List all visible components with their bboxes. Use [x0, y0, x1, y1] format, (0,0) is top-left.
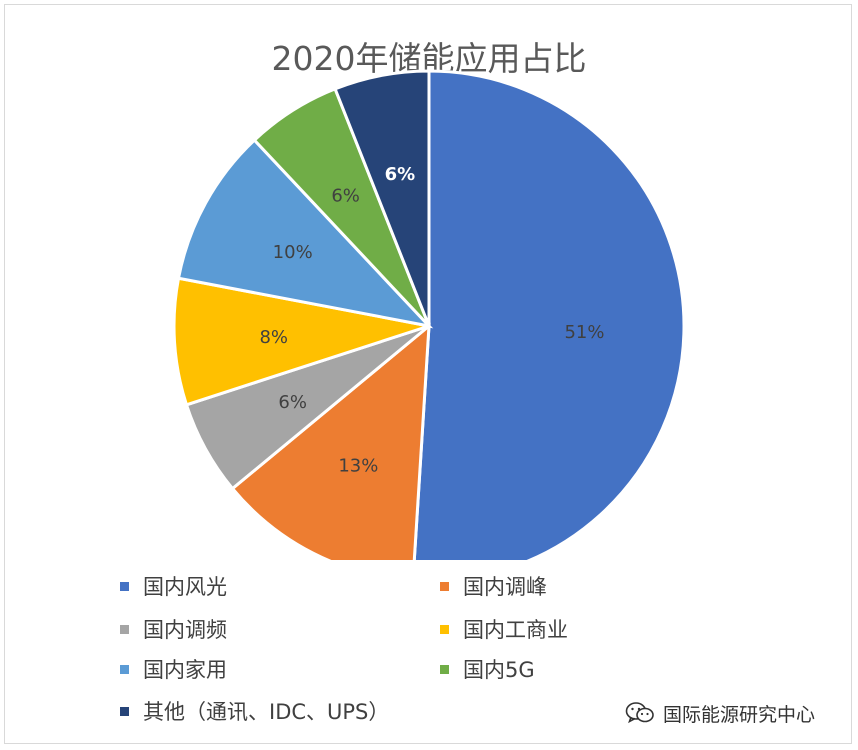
data-label-household: 10%: [273, 242, 313, 263]
legend-swatch: [440, 664, 449, 674]
wechat-icon: [625, 702, 654, 724]
pie-chart: 51% 13% 6% 8% 10% 6% 6%: [172, 69, 686, 560]
legend-swatch: [440, 624, 449, 634]
legend-swatch: [120, 706, 129, 716]
data-label-commercial-industrial: 8%: [259, 327, 288, 348]
data-label-frequency-regulation: 6%: [278, 392, 307, 413]
data-label-5g: 6%: [331, 186, 360, 207]
legend-label: 国内工商业: [463, 618, 568, 642]
pie-slice-wind-solar: [412, 69, 686, 560]
legend-label: 国内风光: [143, 575, 227, 599]
legend-item-household: 国内家用: [120, 656, 227, 682]
legend-swatch: [440, 581, 449, 591]
pie-slice-peak-shaving: [230, 322, 431, 560]
data-label-peak-shaving: 13%: [338, 456, 378, 477]
legend-swatch: [120, 624, 129, 634]
legend-swatch: [120, 664, 129, 674]
legend-swatch: [120, 581, 129, 591]
data-label-other: 6%: [385, 164, 416, 185]
legend-item-frequency-regulation: 国内调频: [120, 616, 227, 642]
pie-slice-household: [176, 137, 434, 329]
legend-label: 国内5G: [463, 658, 535, 682]
legend-item-peak-shaving: 国内调峰: [440, 573, 547, 599]
pie-slice-commercial-industrial: [172, 276, 430, 407]
legend-label: 国内家用: [143, 658, 227, 682]
legend-label: 其他（通讯、IDC、UPS）: [143, 700, 390, 724]
legend-item-commercial-industrial: 国内工商业: [440, 616, 568, 642]
data-label-wind-solar: 51%: [564, 322, 604, 343]
legend-label: 国内调频: [143, 618, 227, 642]
watermark: 国际能源研究中心: [625, 698, 815, 728]
legend-item-wind-solar: 国内风光: [120, 573, 227, 599]
pie-slice-other: [333, 69, 431, 327]
legend-item-5g: 国内5G: [440, 656, 535, 682]
legend-item-other: 其他（通讯、IDC、UPS）: [120, 698, 389, 724]
watermark-text: 国际能源研究中心: [663, 703, 816, 726]
legend-label: 国内调峰: [463, 575, 547, 599]
